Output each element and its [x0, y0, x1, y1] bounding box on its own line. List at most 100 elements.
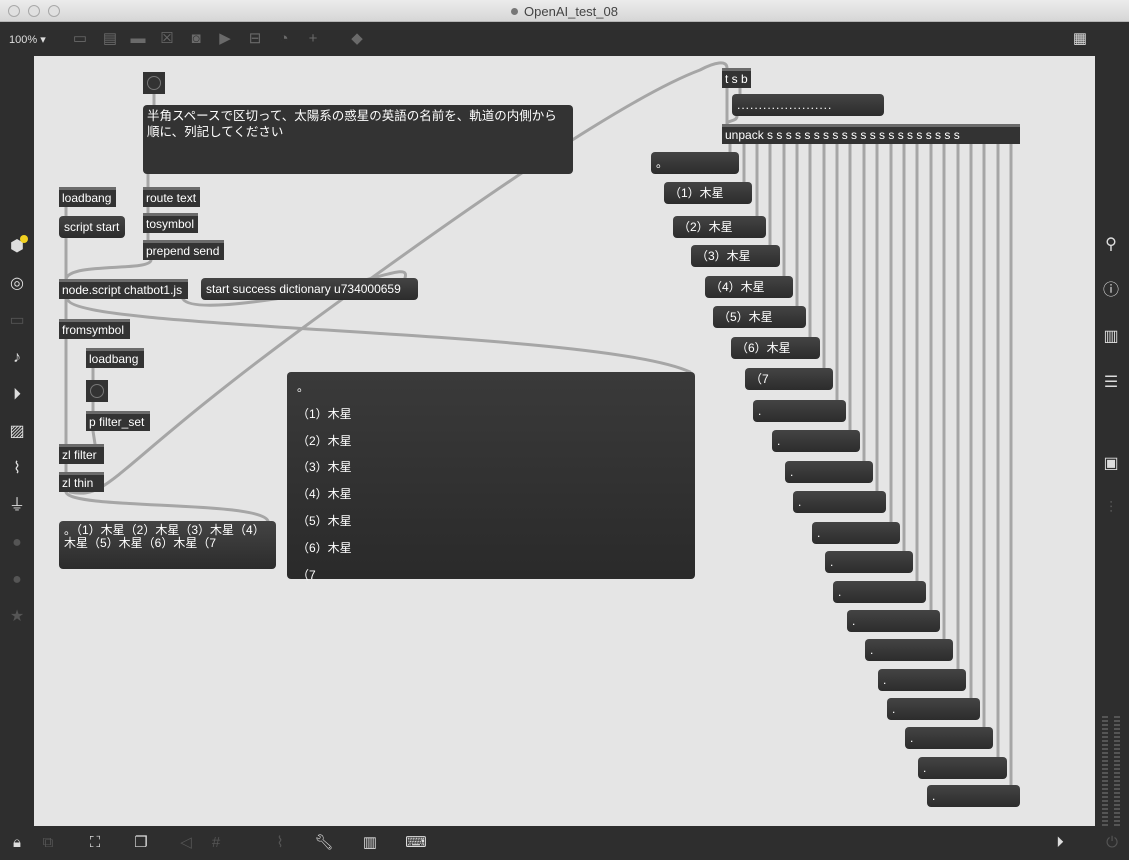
info-icon[interactable]: ⓘ — [1102, 282, 1119, 299]
cable — [725, 114, 739, 126]
snapshot-icon[interactable]: ▣ — [1103, 455, 1119, 472]
vimeo-icon[interactable]: ● — [12, 534, 22, 551]
target-icon[interactable]: ◎ — [10, 275, 24, 292]
level-meter-left — [1102, 716, 1108, 826]
unpack-output-message[interactable]: （2）木星 — [673, 216, 766, 238]
unpack-output-message[interactable]: . — [918, 757, 1007, 779]
minimize-button[interactable] — [28, 5, 40, 17]
result-line: 。 — [297, 380, 310, 394]
grid-icon[interactable]: ▦ — [1072, 30, 1088, 47]
unpack-output-message[interactable]: 。 — [651, 152, 739, 174]
unpack-output-message[interactable]: . — [785, 461, 873, 483]
prepend-send-object[interactable]: prepend send — [143, 240, 224, 260]
keyboard-icon[interactable]: ⌨ — [405, 834, 427, 851]
media-icon[interactable]: ⏵ — [12, 386, 21, 403]
result-message[interactable]: 。（1）木星（2）木星（3）木星（4）木星（5）木星（6）木星（7 — [59, 521, 276, 569]
trigger-object[interactable]: t s b — [722, 68, 751, 88]
node-script-object[interactable]: node.script chatbot1.js — [59, 279, 188, 299]
piano-icon[interactable]: ▥ — [362, 834, 378, 851]
cable — [64, 490, 270, 523]
prompt-bang[interactable] — [143, 72, 165, 94]
tosymbol-object[interactable]: tosymbol — [143, 213, 198, 233]
zoom-button[interactable] — [48, 5, 60, 17]
play-icon[interactable]: ▶ — [219, 30, 231, 47]
book-icon[interactable]: ▥ — [1103, 328, 1119, 345]
fromsymbol-object[interactable]: fromsymbol — [59, 319, 130, 339]
unpack-output-message[interactable]: . — [927, 785, 1020, 807]
cable — [68, 61, 729, 495]
unpack-output-message[interactable]: （5）木星 — [713, 306, 806, 328]
zoom-value: 100% — [9, 34, 38, 46]
status-message[interactable]: start success dictionary u734000659 — [201, 278, 418, 300]
list-icon[interactable]: ☰ — [1103, 374, 1119, 391]
top-toolbar: 100% ▾ ▭ ▤ ▬ ☒ ◙ ▶ ⊟ ◔ + ◆ ▦ — [0, 22, 1129, 56]
lock-icon[interactable]: 🔒︎ — [13, 834, 21, 851]
result-line: （3）木星 — [297, 460, 352, 475]
star-icon[interactable]: ★ — [9, 608, 25, 625]
grid-icon[interactable]: # — [211, 834, 221, 851]
cable — [91, 429, 97, 446]
unpack-output-message[interactable]: . — [753, 400, 846, 422]
unpack-output-message[interactable]: . — [887, 698, 980, 720]
attach-icon[interactable]: ⌇ — [276, 834, 284, 851]
result-textedit[interactable]: 。 （1）木星 （2）木星 （3）木星 （4）木星 （5）木星 （6）木星 （7 — [287, 372, 695, 582]
windows-icon[interactable]: ❐ — [134, 834, 148, 851]
result-line: （5）木星 — [297, 513, 352, 528]
power-icon[interactable]: ⏻ — [1106, 834, 1118, 851]
search-icon[interactable]: ⚲ — [1105, 236, 1117, 253]
unpack-output-message[interactable]: . — [905, 727, 993, 749]
cable — [64, 258, 153, 281]
dots-message[interactable]: ...................... — [732, 94, 884, 116]
unpack-output-message[interactable]: . — [812, 522, 900, 544]
button-icon[interactable]: ◙ — [191, 30, 201, 47]
plus-icon[interactable]: + — [308, 30, 318, 47]
transport-icon[interactable]: ⏵ — [1056, 834, 1064, 851]
unpack-object[interactable]: unpack s s s s s s s s s s s s s s s s s… — [722, 124, 1020, 144]
unpack-output-message[interactable]: （1）木星 — [664, 182, 752, 204]
keyboard-icon[interactable]: ▭ — [9, 312, 25, 329]
zl-filter-object[interactable]: zl filter — [59, 444, 104, 464]
b-icon[interactable]: ● — [12, 571, 22, 588]
dial-icon[interactable]: ◔ — [279, 30, 289, 47]
unpack-output-message[interactable]: . — [878, 669, 966, 691]
unpack-output-message[interactable]: . — [847, 610, 940, 632]
unpack-output-message[interactable]: . — [772, 430, 860, 452]
unpack-output-message[interactable]: （7 — [745, 368, 833, 390]
result-line: （4）木星 — [297, 487, 352, 502]
loadbang-object-2[interactable]: loadbang — [86, 348, 144, 368]
mute-icon[interactable]: ◁ — [180, 834, 192, 851]
paint-bucket-icon[interactable]: ◆ — [351, 30, 363, 47]
zl-thin-object[interactable]: zl thin — [59, 472, 104, 492]
zoom-select[interactable]: 100% ▾ — [9, 34, 46, 46]
package-icon[interactable]: ⬢ — [7, 235, 28, 257]
unpack-output-message[interactable]: . — [825, 551, 913, 573]
unpack-output-message[interactable]: （4）木星 — [705, 276, 793, 298]
present-icon[interactable]: ⛶ — [89, 834, 101, 851]
level-meter-right — [1114, 716, 1120, 826]
loadbang-object[interactable]: loadbang — [59, 187, 116, 207]
filter-set-subpatch[interactable]: p filter_set — [86, 411, 150, 431]
presentation-icon[interactable]: ⧉ — [42, 834, 54, 851]
window-title: OpenAI_test_08 — [0, 4, 1129, 19]
patcher-window-icon[interactable]: ▭ — [72, 30, 88, 47]
unpack-output-message[interactable]: . — [833, 581, 926, 603]
unpack-output-message[interactable]: （3）木星 — [691, 245, 780, 267]
route-text-object[interactable]: route text — [143, 187, 200, 207]
unpack-output-message[interactable]: . — [793, 491, 886, 513]
mixer-icon[interactable]: ⫶ — [1108, 500, 1113, 517]
image-icon[interactable]: ▨ — [9, 423, 25, 440]
prompt-textedit[interactable]: 半角スペースで区切って、太陽系の惑星の英語の名前を、軌道の内側から順に、列記して… — [143, 105, 573, 174]
unpack-output-message[interactable]: （6）木星 — [731, 337, 820, 359]
plug-icon[interactable]: ⏚ — [8, 497, 25, 514]
script-start-message[interactable]: script start — [59, 216, 125, 238]
paperclip-icon[interactable]: ⌇ — [13, 460, 21, 477]
filter-bang[interactable] — [86, 380, 108, 402]
close-button[interactable] — [8, 5, 20, 17]
message-icon[interactable]: ▤ — [102, 30, 118, 47]
slider-icon[interactable]: ⊟ — [248, 30, 262, 47]
toggle-icon[interactable]: ☒ — [160, 30, 174, 47]
unpack-output-message[interactable]: . — [865, 639, 953, 661]
music-note-icon[interactable]: ♪ — [13, 349, 21, 366]
comment-icon[interactable]: ▬ — [130, 30, 146, 47]
wrench-icon[interactable]: 🔧︎ — [314, 834, 334, 851]
